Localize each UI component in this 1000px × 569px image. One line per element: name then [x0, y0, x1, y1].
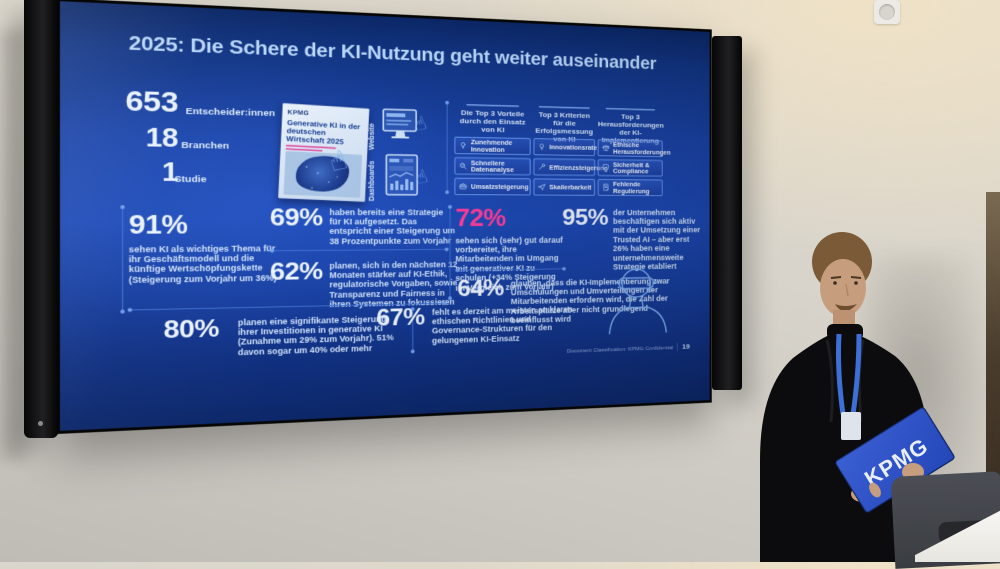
speaker-left: [24, 0, 58, 438]
stat-1-label: Studie: [174, 174, 207, 185]
benefit-item: Umsatzsteigerung: [454, 177, 531, 196]
challenge-item: Sicherheit & Compliance: [597, 159, 663, 177]
stat-95-value: 95%: [562, 204, 609, 230]
slide-title: 2025: Die Schere der KI-Nutzung geht wei…: [128, 31, 657, 73]
challenge-item: Fehlende Regulierung: [597, 179, 663, 197]
stat-69-text: haben bereits eine Strategie für KI aufg…: [329, 207, 456, 246]
stat-18-value: 18: [145, 122, 178, 153]
stat-72-value: 72%: [455, 203, 506, 232]
display-viewport: 2025: Die Schere der KI-Nutzung geht wei…: [59, 1, 710, 431]
stat-1-value: 1: [161, 156, 178, 187]
document-icon: [602, 183, 610, 191]
power-outlet: [874, 0, 900, 24]
germany-map-image: [283, 150, 363, 198]
kpmg-logo: KPMG: [287, 108, 310, 117]
stat-91-text: sehen KI als wichtiges Thema für ihr Ges…: [128, 243, 277, 285]
stat-67-value: 67%: [376, 303, 425, 331]
slide-footer: Document Classification: KPMG Confidenti…: [567, 342, 690, 354]
stat-80-value: 80%: [163, 313, 219, 344]
briefcase-icon: [459, 182, 468, 190]
mustache: [835, 304, 857, 311]
divider: [446, 102, 448, 193]
report-cover-title: Generative KI in der deutschen Wirtschaf…: [286, 118, 361, 146]
lanyard: [836, 333, 862, 415]
channel-dashboards-label: Dashboards: [367, 160, 376, 202]
stat-653-value: 653: [125, 85, 178, 119]
criteria-item: Innovationsrate: [533, 138, 597, 157]
speaker-right: [712, 36, 742, 390]
stat-80-text: planen eine signifikante Steigerung ihre…: [237, 314, 394, 357]
wall-display: 2025: Die Schere der KI-Nutzung geht wei…: [57, 0, 712, 434]
stat-18-label: Branchen: [181, 140, 230, 152]
rocket-icon: [538, 183, 546, 191]
vr-person-icon: [603, 259, 672, 337]
face: [820, 259, 866, 317]
wrench-icon: [538, 163, 546, 171]
shield-icon: [602, 164, 610, 172]
criteria-item: Skalierbarkeit: [533, 178, 596, 196]
benefit-item: Schnellere Datenanalyse: [454, 157, 531, 176]
page-number: 19: [677, 342, 690, 351]
benefit-item: Zunehmende Innovation: [454, 136, 531, 156]
scales-icon: [602, 144, 610, 152]
report-cover: KPMG Generative KI in der deutschen Wirt…: [278, 103, 370, 202]
door-edge: [986, 192, 1000, 562]
criteria-item: Effizienzsteigerung: [533, 158, 608, 176]
stat-653-label: Entscheider:innen: [185, 106, 276, 119]
divider: [271, 248, 447, 252]
stat-64-value: 64%: [457, 275, 504, 302]
lightbulb-icon: [538, 143, 546, 151]
blazer: [760, 330, 929, 562]
divider: [121, 207, 124, 312]
challenge-item: Ethische Herausforderungen: [597, 139, 671, 158]
wall-shadow: [0, 30, 26, 460]
stat-69-value: 69%: [269, 203, 323, 231]
lightbulb-icon: [459, 141, 468, 149]
presentation-slide: 2025: Die Schere der KI-Nutzung geht wei…: [59, 1, 710, 431]
badge: [841, 412, 861, 440]
classification-text: Document Classification: KPMG Confidenti…: [566, 343, 673, 354]
magnifier-icon: [459, 162, 468, 170]
stat-62-value: 62%: [269, 256, 323, 286]
stat-91-value: 91%: [128, 209, 188, 240]
divider: [449, 206, 451, 299]
top3-benefits-header: Die Top 3 Vorteile durch den Einsatz von…: [454, 104, 530, 135]
channel-website-label: Website: [367, 123, 376, 150]
